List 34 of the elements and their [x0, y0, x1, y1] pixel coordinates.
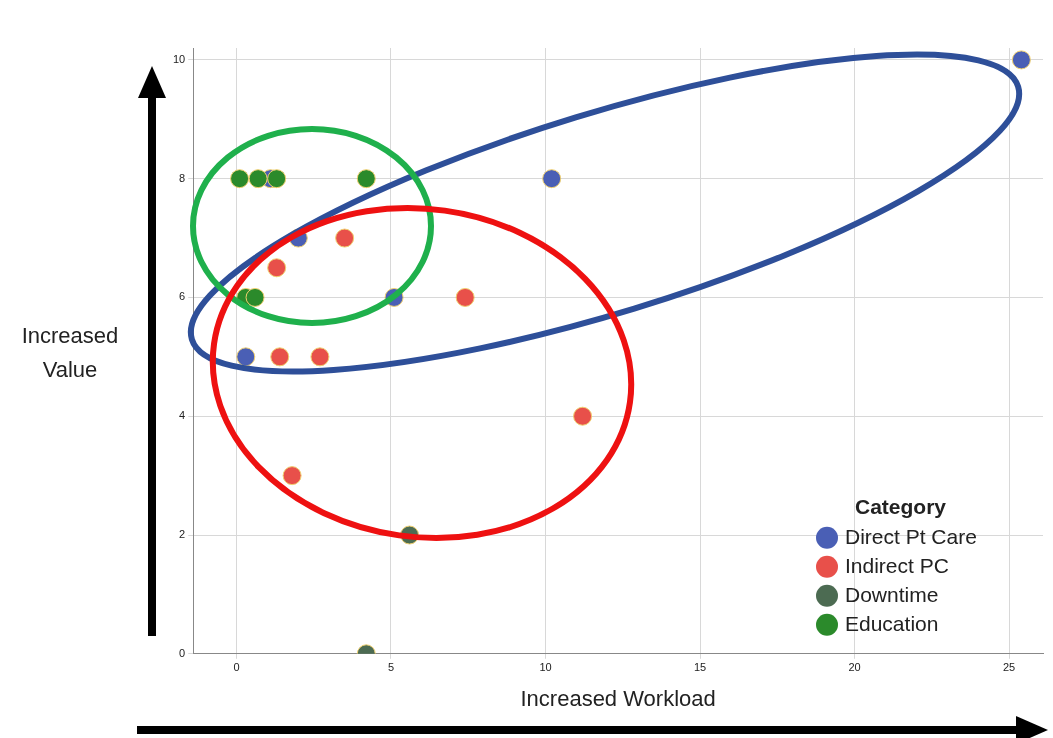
- x-tick-label: 0: [233, 661, 240, 674]
- point: [236, 347, 256, 367]
- y-tick-label: 0: [179, 646, 186, 659]
- point: [455, 287, 475, 307]
- point: [335, 228, 355, 248]
- y-tick-label: 2: [179, 528, 186, 541]
- point: [270, 347, 290, 367]
- point: [282, 466, 302, 486]
- point: [356, 169, 376, 189]
- legend-label: Direct Pt Care: [845, 524, 977, 548]
- point: [248, 169, 268, 189]
- x-tick-label: 5: [387, 661, 395, 674]
- x-tick-label: 10: [539, 661, 552, 674]
- legend-label: Downtime: [845, 582, 939, 606]
- point: [573, 406, 593, 426]
- x-tick-label: 15: [693, 661, 707, 674]
- point: [230, 169, 250, 189]
- y-axis-title: Increased Value: [21, 323, 119, 383]
- point: [245, 287, 265, 307]
- point: [310, 347, 330, 367]
- point: [542, 169, 562, 189]
- point: [1011, 50, 1031, 70]
- x-tick-label: 20: [848, 661, 861, 674]
- x-tick-label: 25: [1002, 661, 1016, 674]
- legend-title: Category: [855, 494, 947, 518]
- y-tick-label: 10: [172, 52, 186, 65]
- legend-label: Education: [845, 611, 939, 635]
- legend-label: Indirect PC: [845, 553, 949, 577]
- x-axis-title: Increased Workload: [520, 686, 716, 712]
- point: [267, 258, 287, 278]
- y-tick-label: 6: [179, 290, 186, 303]
- y-tick-label: 4: [179, 409, 186, 422]
- y-tick-label: 8: [179, 171, 186, 184]
- point: [267, 169, 287, 189]
